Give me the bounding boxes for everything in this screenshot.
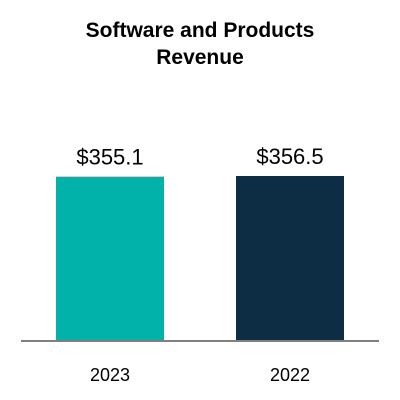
labels-layer: $355.1 2023 $356.5 2022: [76, 144, 323, 385]
data-label-2023: $355.1: [76, 145, 143, 170]
bars-layer: [56, 176, 344, 341]
chart-title-line-2: Revenue: [156, 46, 244, 69]
data-label-2022: $356.5: [256, 144, 323, 169]
x-tick-label-2023: 2023: [90, 365, 130, 385]
bar-2023: [56, 176, 164, 341]
chart-title-line-1: Software and Products: [85, 19, 315, 42]
bar-2022: [236, 176, 344, 341]
x-tick-label-2022: 2022: [270, 365, 310, 385]
